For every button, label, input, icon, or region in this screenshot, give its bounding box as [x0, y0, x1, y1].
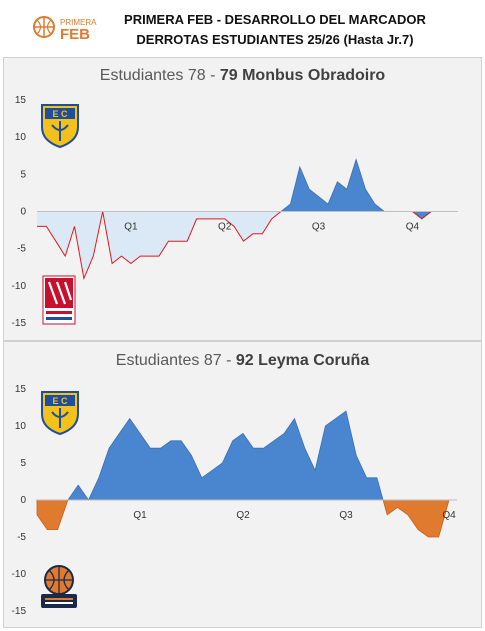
chart-title: Estudiantes 78 - 79 Monbus Obradoiro — [4, 67, 481, 85]
quarter-label: Q1 — [124, 222, 138, 233]
score-chart-svg: 15 10 5 0 -5 -10 -15 Q1 Q2 Q3 Q4 E C — [12, 384, 457, 617]
quarter-label: Q1 — [133, 510, 147, 521]
estudiantes-crest-icon: E C — [41, 391, 79, 436]
y-tick-label: -10 — [12, 281, 27, 292]
y-tick-label: 5 — [20, 458, 26, 469]
y-tick-label: -15 — [12, 606, 27, 617]
chart-title-bold: 92 Leyma Coruña — [235, 352, 370, 369]
quarter-label: Q3 — [339, 510, 353, 521]
deficit-area — [36, 500, 450, 538]
lead-area — [279, 158, 433, 220]
basquet-coruna-crest-icon — [41, 565, 77, 608]
y-tick-label: -5 — [17, 244, 26, 255]
y-tick-label: -10 — [12, 569, 27, 580]
y-tick-label: 0 — [20, 207, 26, 218]
logo-text-feb: FEB — [60, 26, 90, 43]
logo-text-primera: PRIMERA — [60, 18, 97, 27]
svg-text:E C: E C — [52, 396, 68, 406]
chart-title-prefix: Estudiantes 78 - — [99, 67, 220, 84]
header-title-line-1: PRIMERA FEB - DESARROLLO DEL MARCADOR — [124, 12, 426, 27]
quarter-label: Q4 — [406, 222, 420, 233]
y-tick-label: 15 — [15, 95, 27, 106]
y-tick-label: -5 — [17, 532, 26, 543]
chart-title-bold: 79 Monbus Obradoiro — [219, 67, 386, 84]
y-tick-label: -15 — [12, 318, 27, 329]
chart-panel-coruna: Estudiantes 87 - 92 Leyma Coruña 15 10 5 0 -… — [3, 341, 482, 628]
y-tick-label: 10 — [15, 421, 27, 432]
chart-title: Estudiantes 87 - 92 Leyma Coruña — [4, 352, 481, 370]
primera-feb-logo: PRIMERA FEB — [33, 16, 97, 43]
lead-area — [36, 410, 450, 500]
quarter-label: Q2 — [218, 222, 232, 233]
y-tick-label: 15 — [15, 384, 27, 395]
y-tick-label: 5 — [20, 169, 26, 180]
deficit-line — [37, 211, 282, 281]
quarter-label: Q4 — [442, 510, 456, 521]
quarter-label: Q2 — [236, 510, 250, 521]
svg-text:E C: E C — [52, 109, 68, 119]
estudiantes-crest-icon: E C — [41, 104, 79, 149]
chart-panel-obradoiro: Estudiantes 78 - 79 Monbus Obradoiro 15 1… — [3, 57, 482, 341]
y-tick-label: 0 — [20, 495, 26, 506]
header-title-line-2: DERROTAS ESTUDIANTES 25/26 (Hasta Jr.7) — [136, 32, 414, 47]
score-chart-svg: 15 10 5 0 -5 -10 -15 Q1 Q2 Q3 Q4 E C — [12, 95, 458, 329]
y-tick-label: 10 — [15, 132, 27, 143]
header: PRIMERA FEB PRIMERA FEB - DESARROLLO DEL… — [0, 0, 485, 55]
chart-title-prefix: Estudiantes 87 - — [115, 352, 236, 369]
quarter-label: Q3 — [312, 222, 326, 233]
obradoiro-crest-icon — [42, 275, 76, 325]
deficit-area — [37, 211, 281, 279]
